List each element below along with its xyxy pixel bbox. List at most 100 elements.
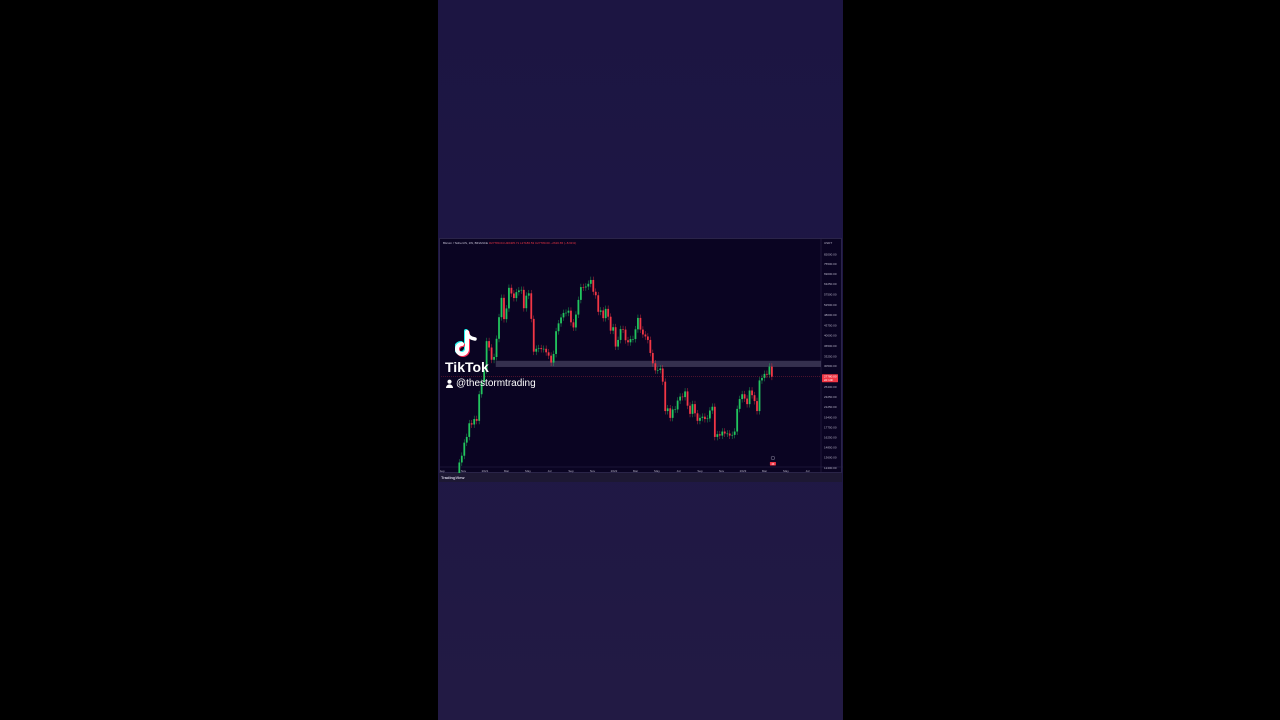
candle-body [646, 336, 649, 340]
candle-body [592, 279, 595, 292]
candle-body [480, 382, 483, 395]
time-tick-label: Jul [806, 469, 810, 473]
price-tick-label: 12400.00 [824, 466, 837, 470]
price-tick-label: 16250.00 [824, 435, 837, 439]
candle-body [500, 297, 503, 318]
time-tick-label: May [525, 469, 531, 473]
candle-body [587, 283, 590, 287]
price-tick-label: 52500.00 [824, 303, 837, 307]
price-tick-label: 43750.00 [824, 324, 837, 328]
candle-body [520, 289, 523, 291]
time-tick-label: Nov [719, 469, 725, 473]
time-tick-label: Nov [590, 469, 596, 473]
last-price-tag [822, 374, 838, 383]
candle-body [607, 308, 610, 317]
candle-body [758, 380, 761, 412]
candle-body [619, 329, 622, 340]
candle-body [485, 341, 488, 371]
candle-body [460, 455, 463, 463]
candle-body [694, 404, 696, 414]
last-price-label: 27780.00 [824, 375, 837, 379]
candle-body [599, 310, 602, 312]
candle-body [696, 413, 699, 421]
candle-body [495, 338, 498, 357]
time-tick-label: Jul [548, 469, 552, 473]
candle-body [649, 339, 652, 353]
candle-body [468, 423, 471, 437]
price-tick-label: 40000.00 [824, 334, 837, 338]
price-tick-label: 21250.00 [824, 405, 837, 409]
candle-body [721, 431, 724, 436]
candle-body [766, 373, 768, 375]
candle-body [753, 395, 756, 402]
candle-body [547, 352, 550, 356]
candle-body [503, 297, 505, 320]
price-tick-label: 14850.00 [824, 445, 837, 449]
candle-body [743, 394, 746, 399]
time-tick-label: Sep [440, 469, 445, 473]
countdown-label: 2d 14h [824, 378, 834, 382]
candle-body [589, 279, 592, 284]
tiktok-logo-icon [455, 329, 477, 357]
candle-body [552, 353, 555, 363]
price-tick-label: 19400.00 [824, 415, 837, 419]
candle-body [723, 431, 726, 434]
candle-body [510, 287, 513, 294]
candle-body [609, 316, 612, 331]
price-tick-label: 63250.00 [824, 282, 837, 286]
candle-body [629, 339, 632, 343]
candle-body [741, 394, 744, 400]
candle-body [517, 290, 520, 293]
candle-body [463, 442, 466, 456]
candle-body [562, 312, 565, 318]
chart-canvas[interactable]: USDT 82000.00 75500.00 69000.00 63250.00 5750… [440, 239, 843, 474]
candle-body [659, 368, 662, 370]
candle-body [567, 310, 570, 313]
candle-body [768, 366, 771, 375]
candle-body [748, 390, 751, 405]
candle-body [691, 404, 694, 414]
candle-body [706, 418, 709, 420]
candle-body [604, 308, 607, 319]
candle-body [465, 436, 468, 443]
candle-body [532, 318, 535, 352]
candle-body [557, 323, 560, 332]
candle-body [654, 363, 657, 371]
price-tick-label: 48000.00 [824, 313, 837, 317]
candle-body [756, 401, 758, 412]
tradingview-chart[interactable]: USDT 82000.00 75500.00 69000.00 63250.00 5750… [439, 238, 843, 474]
candle-body [736, 408, 739, 432]
candle-body [627, 340, 629, 343]
candle-body [555, 331, 557, 354]
candle-body [642, 329, 644, 335]
candle-body [515, 292, 518, 299]
candle-body [644, 334, 647, 337]
candle-body [579, 287, 582, 300]
candle-body [671, 409, 674, 418]
candle-body [483, 370, 486, 383]
candle-body [763, 373, 766, 378]
time-tick-label: Jul [677, 469, 681, 473]
candle-body [751, 390, 753, 396]
candle-body [488, 341, 490, 348]
candle-body [632, 339, 634, 340]
candle-body [701, 416, 704, 418]
candle-body [731, 434, 734, 436]
candle-body [490, 347, 493, 360]
candle-body [656, 369, 659, 371]
candle-body [575, 314, 577, 328]
candle-body [664, 381, 667, 412]
time-tick-label: Sep [568, 469, 574, 473]
candle-body [513, 293, 515, 299]
candle-body [594, 291, 597, 296]
resistance-zone [495, 360, 821, 367]
price-tick-label: 57500.00 [824, 293, 837, 297]
candle-body [684, 391, 686, 398]
candle-body [661, 368, 664, 382]
candle-body [582, 287, 585, 288]
time-tick-label: 2021 [482, 469, 489, 473]
candle-body [637, 317, 639, 330]
candle-body [634, 329, 637, 340]
candle-body [708, 410, 711, 419]
candle-body [542, 348, 545, 350]
